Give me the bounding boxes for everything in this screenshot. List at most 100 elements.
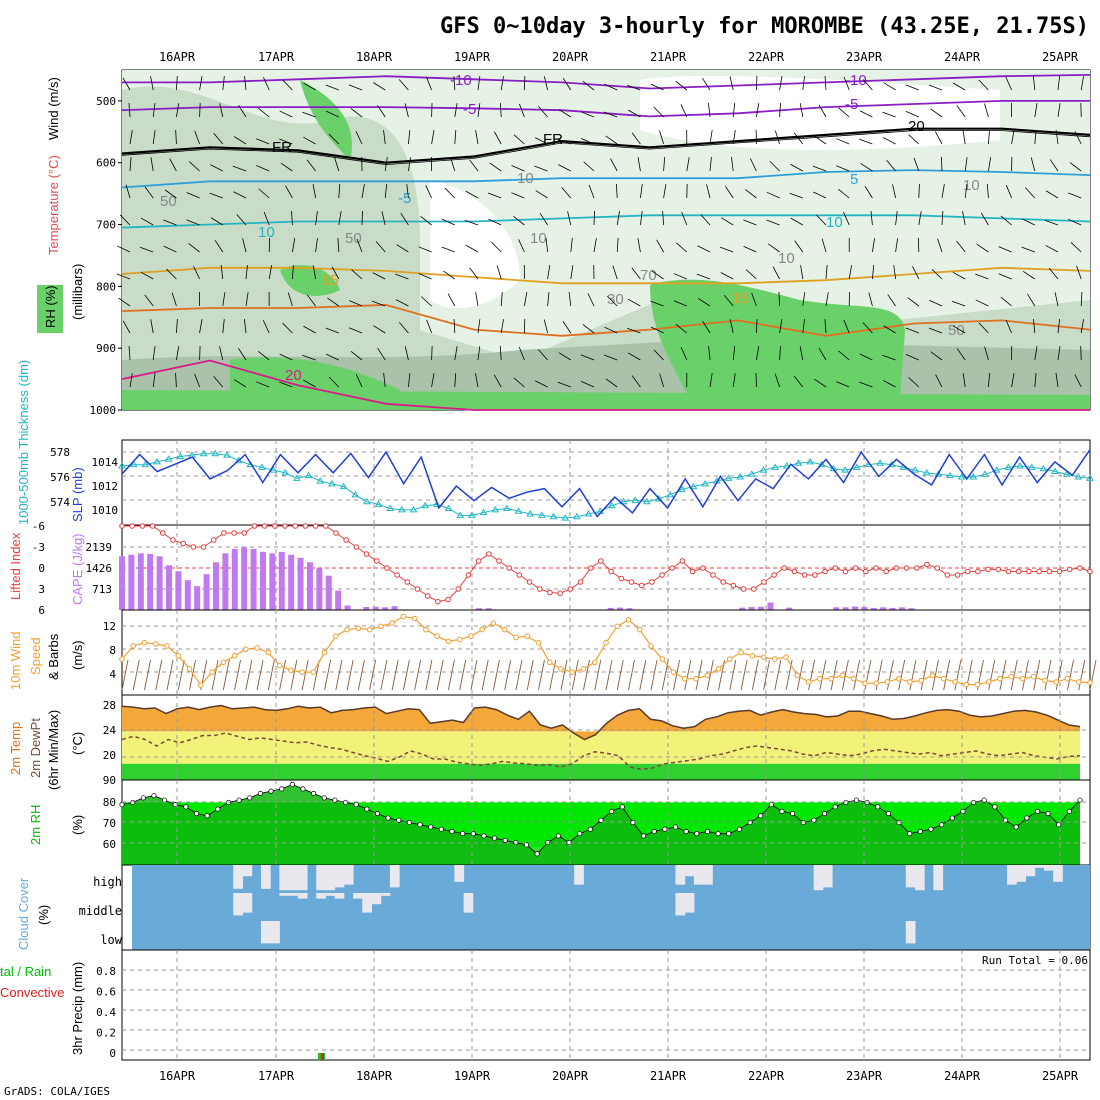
wind-barb xyxy=(749,158,757,172)
cape-bar xyxy=(165,565,172,610)
wind-barb-10m xyxy=(695,659,703,691)
rh2m-marker xyxy=(300,786,306,792)
li-marker xyxy=(873,565,879,571)
li-marker xyxy=(934,565,940,571)
wind-barb xyxy=(1055,373,1059,388)
date-label-top: 18APR xyxy=(356,50,393,64)
wind-barb-10m xyxy=(256,659,264,691)
wind-barb xyxy=(383,373,386,388)
wind-barb xyxy=(868,292,873,307)
thickness-marker xyxy=(502,504,511,512)
wind-barb-10m xyxy=(166,659,174,691)
thickness-marker xyxy=(677,485,686,492)
li-marker xyxy=(730,582,737,589)
wind-barb xyxy=(199,319,203,334)
wind-barb xyxy=(913,157,920,172)
rh2m-marker xyxy=(1045,811,1051,817)
wind-barb xyxy=(567,211,572,226)
cape-bar xyxy=(617,607,624,610)
wind-barb xyxy=(175,129,177,145)
wind-barb xyxy=(610,158,618,172)
thickness-marker xyxy=(666,490,675,498)
wind-barb xyxy=(640,211,643,226)
wind-barb xyxy=(220,265,224,280)
wind-barb xyxy=(686,157,690,172)
rh2m-marker xyxy=(939,822,945,828)
wind-barb xyxy=(538,106,548,118)
li-marker xyxy=(353,544,360,550)
thickness-marker xyxy=(957,473,966,480)
wind-barb xyxy=(496,265,502,280)
cape-bar xyxy=(852,606,859,610)
wind-barb xyxy=(1069,162,1082,172)
precip-ylabel-total: tal / Rain xyxy=(0,964,51,979)
wind-barb xyxy=(398,79,409,91)
wind-barb-10m xyxy=(515,659,523,691)
wind-barb xyxy=(680,104,688,118)
thickness-marker xyxy=(759,466,768,473)
wind-barb xyxy=(384,184,388,199)
wind-speed-marker xyxy=(479,626,485,633)
li-marker xyxy=(435,598,441,605)
wind-barb xyxy=(756,75,758,91)
li-marker xyxy=(414,586,421,592)
precip-bar-convective xyxy=(321,1053,324,1060)
wind-barb xyxy=(1045,190,1059,199)
cloud-clear-cell xyxy=(1025,865,1036,877)
wind-barb-10m xyxy=(943,659,951,691)
cape-bar xyxy=(344,605,351,610)
wind-barb xyxy=(606,295,618,307)
wind-barb xyxy=(209,192,223,199)
wind-barb-10m xyxy=(279,659,287,691)
wind-barb xyxy=(350,108,363,118)
thickness-marker xyxy=(724,474,733,481)
wind-barb xyxy=(150,157,154,172)
thickness-marker xyxy=(514,507,523,514)
wind-barb xyxy=(444,187,456,199)
rh2m-marker xyxy=(279,786,285,792)
rh2m-marker xyxy=(332,797,338,803)
wind-barb xyxy=(907,297,920,307)
wind-barb xyxy=(951,300,966,307)
wind-speed-marker xyxy=(254,645,260,651)
wind-barb xyxy=(408,130,411,145)
wind-barb xyxy=(843,76,850,91)
li-marker xyxy=(1066,566,1073,573)
wind-barb-10m xyxy=(628,659,635,691)
wind-barb xyxy=(128,103,131,118)
li-marker xyxy=(159,530,166,536)
wind-barb xyxy=(152,346,156,361)
contour-label: -10 xyxy=(845,72,867,89)
wind-barb xyxy=(628,109,641,118)
wind-barb xyxy=(377,105,386,118)
wind-barb xyxy=(882,354,896,361)
rh2m-marker xyxy=(534,851,540,857)
li-marker xyxy=(577,579,584,585)
li-marker xyxy=(180,540,186,547)
li-marker xyxy=(618,575,625,582)
wind-barb-10m xyxy=(819,659,827,691)
wind-barb-10m xyxy=(312,659,320,691)
wind-barb xyxy=(291,211,293,226)
li-marker xyxy=(689,568,696,575)
wind-barb-10m xyxy=(571,659,579,691)
wind-barb-10m xyxy=(729,659,737,691)
profile-ylabel-rh: RH (%) xyxy=(43,285,58,328)
wind-barb xyxy=(377,347,386,361)
li-marker xyxy=(557,590,563,597)
wind-speed-marker xyxy=(817,675,823,682)
wind-barb xyxy=(859,353,873,361)
rh2m-marker xyxy=(619,804,625,810)
cape-ytick: 1426 xyxy=(86,562,113,575)
wind-barb xyxy=(420,296,432,307)
precip-ytick: 0 xyxy=(109,1047,116,1060)
rh2m-marker xyxy=(353,802,359,808)
wind-barb xyxy=(122,77,131,91)
rh2m-marker xyxy=(981,797,987,803)
thickness-ytick: 578 xyxy=(50,446,70,459)
wind-barb xyxy=(941,211,944,226)
wind-barb xyxy=(1055,130,1059,145)
wind-barb xyxy=(477,76,481,91)
wind-barb xyxy=(580,354,595,361)
wind-barb xyxy=(117,245,131,253)
